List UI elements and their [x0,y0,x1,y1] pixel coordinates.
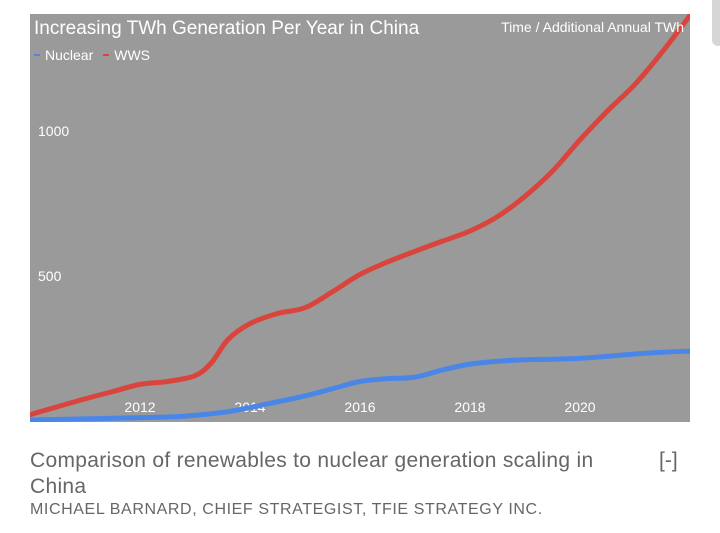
x-tick-label: 2018 [454,399,485,415]
chart-title: Increasing TWh Generation Per Year in Ch… [34,18,420,39]
chart-panel: 500 1000 2012 2014 2016 2018 2020 Increasing T… [30,14,690,422]
legend-label-wws: WWS [114,47,151,63]
legend-label-nuclear: Nuclear [45,47,94,63]
x-tick-label: 2012 [124,399,155,415]
y-tick-label: 1000 [38,123,69,139]
collapse-caption-button[interactable]: [-] [659,449,678,472]
legend-item-wws: WWS [103,47,150,63]
series-line-nuclear [30,348,690,422]
y-tick-label: 500 [38,268,62,284]
figure-caption: Comparison of renewables to nuclear gene… [30,449,594,498]
chart-subtitle: Time / Additional Annual TWh [501,19,684,35]
legend-swatch-wws [103,54,110,56]
legend-swatch-nuclear [34,54,40,56]
x-tick-label: 2016 [344,399,375,415]
series-line-wws [30,14,690,418]
x-tick-label: 2020 [564,399,595,415]
legend-item-nuclear: Nuclear [34,47,93,63]
scrollbar-tab[interactable] [712,0,720,46]
figure-credit: MICHAEL BARNARD, CHIEF STRATEGIST, TFIE … [30,501,543,518]
chart-legend: Nuclear WWS [34,47,150,63]
